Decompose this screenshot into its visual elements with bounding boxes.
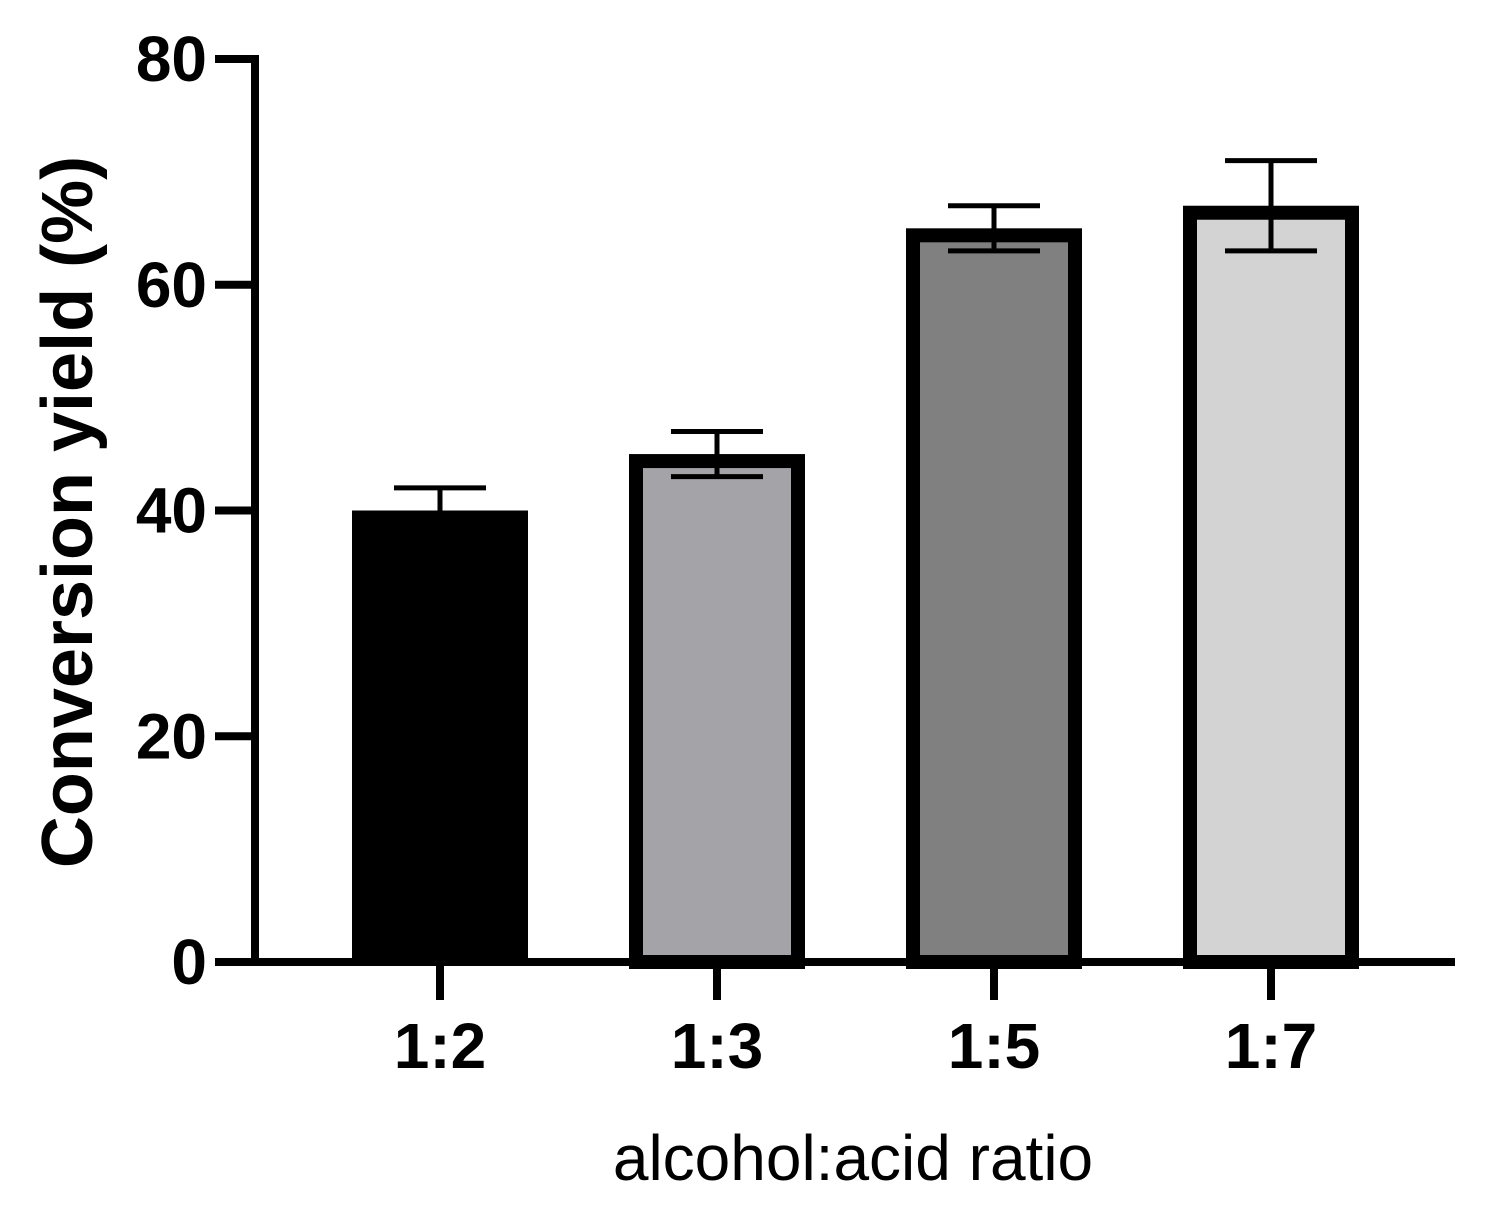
error-bar-1-2 xyxy=(394,485,486,511)
error-bars-layer xyxy=(394,158,1317,511)
x-tick-label: 1:2 xyxy=(394,1010,487,1082)
x-ticks-layer: 1:2 1:3 1:5 1:7 xyxy=(394,962,1318,1082)
bars-layer xyxy=(352,205,1359,970)
bar-1-5 xyxy=(906,228,1082,969)
error-bar-1-5 xyxy=(948,203,1040,254)
y-axis-title: Conversion yield (%) xyxy=(28,156,108,868)
bar-1-2 xyxy=(352,510,528,962)
y-tick-label: 60 xyxy=(136,249,207,321)
x-tick-label: 1:3 xyxy=(671,1010,764,1082)
bar-1-7 xyxy=(1183,205,1359,970)
y-tick-label: 20 xyxy=(136,700,207,772)
y-tick-label: 0 xyxy=(171,926,207,998)
x-axis-title: alcohol:acid ratio xyxy=(613,1122,1093,1194)
y-tick-label: 40 xyxy=(136,475,207,547)
y-tick-label: 80 xyxy=(136,23,207,95)
x-tick-label: 1:7 xyxy=(1225,1010,1318,1082)
x-tick-label: 1:5 xyxy=(948,1010,1041,1082)
error-bar-1-3 xyxy=(671,428,763,480)
y-ticks-layer: 0 20 40 60 80 xyxy=(136,23,255,998)
bar-1-3 xyxy=(629,454,805,969)
error-bar-1-7 xyxy=(1225,158,1317,254)
